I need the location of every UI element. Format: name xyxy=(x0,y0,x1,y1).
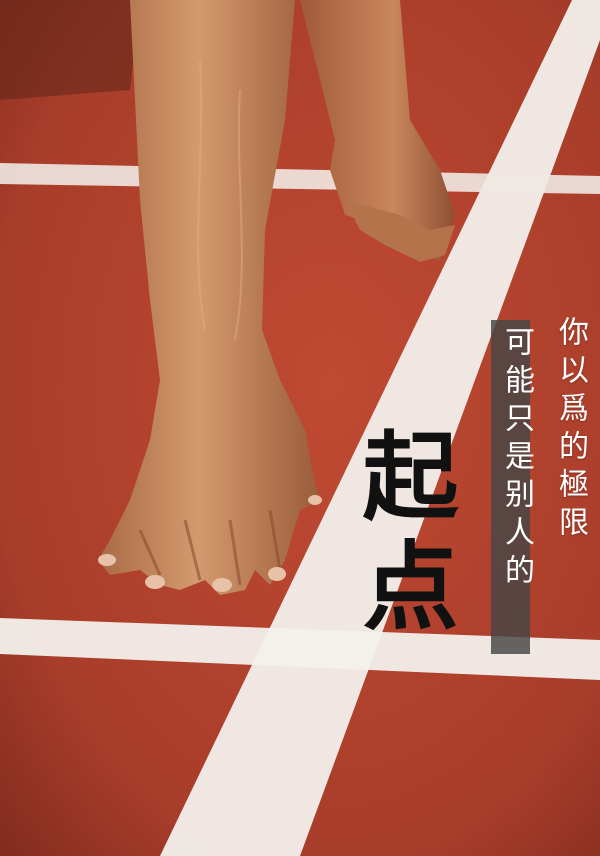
tagline-line-1: 你以爲的極限 xyxy=(553,316,588,544)
headline: 起点 xyxy=(346,426,458,646)
nail xyxy=(145,575,165,589)
back-hand-fingers xyxy=(345,200,455,262)
nail xyxy=(268,567,286,581)
tagline-box xyxy=(491,320,530,654)
front-arm xyxy=(98,0,320,595)
tagline-line-2: 可能只是别人的 xyxy=(499,326,534,592)
shadow-area xyxy=(0,0,140,100)
nail xyxy=(212,578,232,592)
back-arm xyxy=(300,0,455,260)
nail xyxy=(98,554,116,566)
lane-line-start xyxy=(0,618,600,680)
vein xyxy=(197,59,243,341)
finger-shading xyxy=(138,509,282,586)
nail xyxy=(308,495,322,505)
